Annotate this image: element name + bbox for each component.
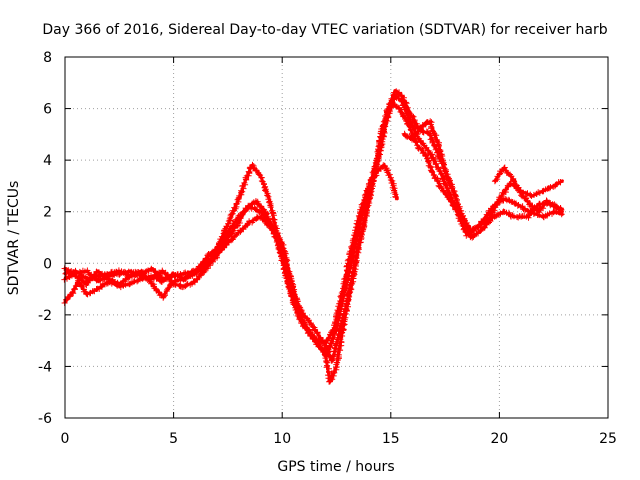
y-tick-label: 0 (43, 256, 52, 272)
y-tick-label: 6 (43, 102, 52, 118)
series-track-5 (491, 164, 565, 216)
y-tick-label: -2 (38, 308, 52, 324)
axes: 0 5 10 15 20 25 -6 -4 -2 0 2 4 6 8 (38, 50, 617, 447)
x-tick-label: 15 (382, 431, 400, 447)
y-axis-title: SDTVAR / TECUs (6, 181, 22, 296)
x-tick-label: 10 (273, 431, 291, 447)
y-tick-label: 4 (43, 153, 52, 169)
y-tick-label: -4 (38, 359, 52, 375)
data-layer (61, 88, 565, 385)
x-tick-label: 25 (599, 431, 617, 447)
series-markers (61, 162, 399, 347)
x-tick-label: 5 (169, 431, 178, 447)
plot-frame (64, 56, 609, 419)
series-track-3 (61, 162, 399, 347)
x-tick-label: 0 (61, 431, 70, 447)
y-tick-label: -6 (38, 411, 52, 427)
chart-title: Day 366 of 2016, Sidereal Day-to-day VTE… (42, 22, 607, 38)
x-tick-label: 20 (490, 431, 508, 447)
series-markers (61, 100, 564, 364)
series-track-4 (61, 100, 564, 364)
x-axis-title: GPS time / hours (277, 459, 394, 475)
series-markers (401, 118, 459, 198)
y-tick-label: 8 (43, 50, 52, 66)
y-tick-label: 2 (43, 205, 52, 221)
series-track-6 (401, 118, 459, 198)
series-markers (491, 164, 565, 216)
